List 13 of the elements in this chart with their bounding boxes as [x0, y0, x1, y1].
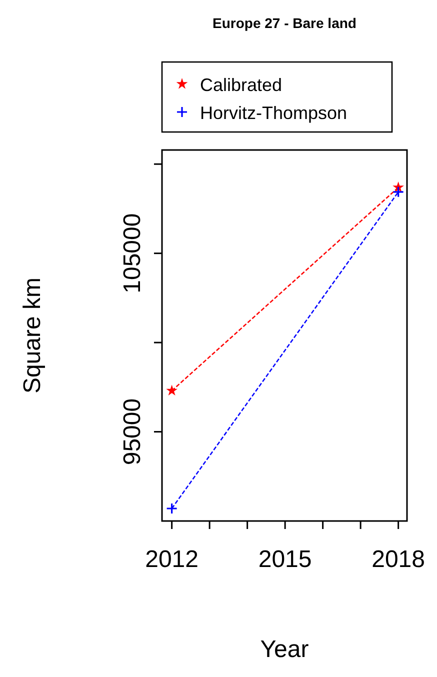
- legend-label: Calibrated: [200, 75, 282, 95]
- x-tick-label: 2012: [145, 546, 199, 573]
- legend-label: Horvitz-Thompson: [200, 103, 348, 123]
- x-axis-title: Year: [260, 636, 309, 663]
- x-tick-label: 2015: [258, 546, 312, 573]
- chart-title: Europe 27 - Bare land: [212, 15, 356, 31]
- point: [166, 502, 178, 514]
- x-tick-label: 2018: [372, 546, 426, 573]
- y-tick-label: 95000: [119, 398, 146, 466]
- y-axis-title: Square km: [19, 277, 46, 394]
- point: [166, 384, 178, 396]
- y-tick-label: 105000: [119, 213, 146, 294]
- point: [392, 186, 404, 198]
